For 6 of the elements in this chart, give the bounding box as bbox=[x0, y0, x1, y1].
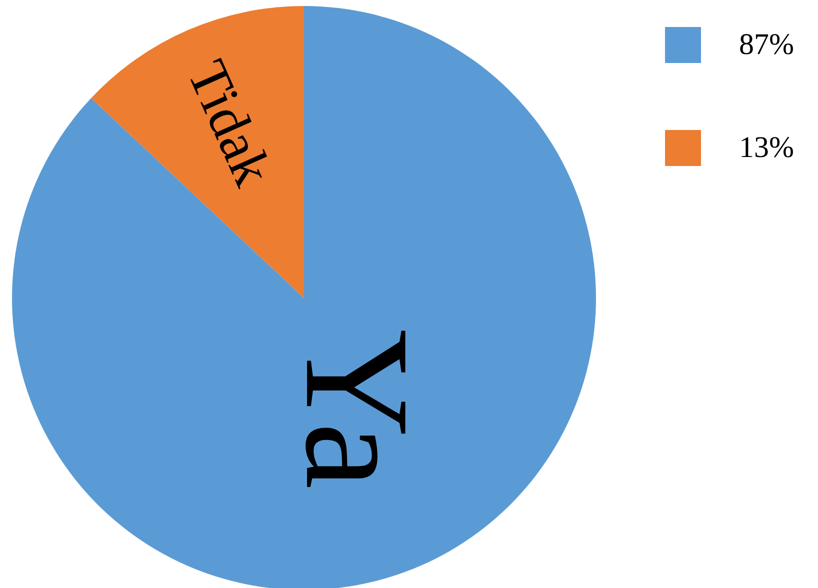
pie-slice bbox=[12, 6, 596, 588]
text: Ya bbox=[274, 329, 440, 489]
pie-slice bbox=[91, 6, 304, 298]
legend-label: 13% bbox=[739, 131, 794, 164]
legend-label: 87% bbox=[739, 28, 794, 61]
text: Tidak bbox=[174, 52, 284, 195]
